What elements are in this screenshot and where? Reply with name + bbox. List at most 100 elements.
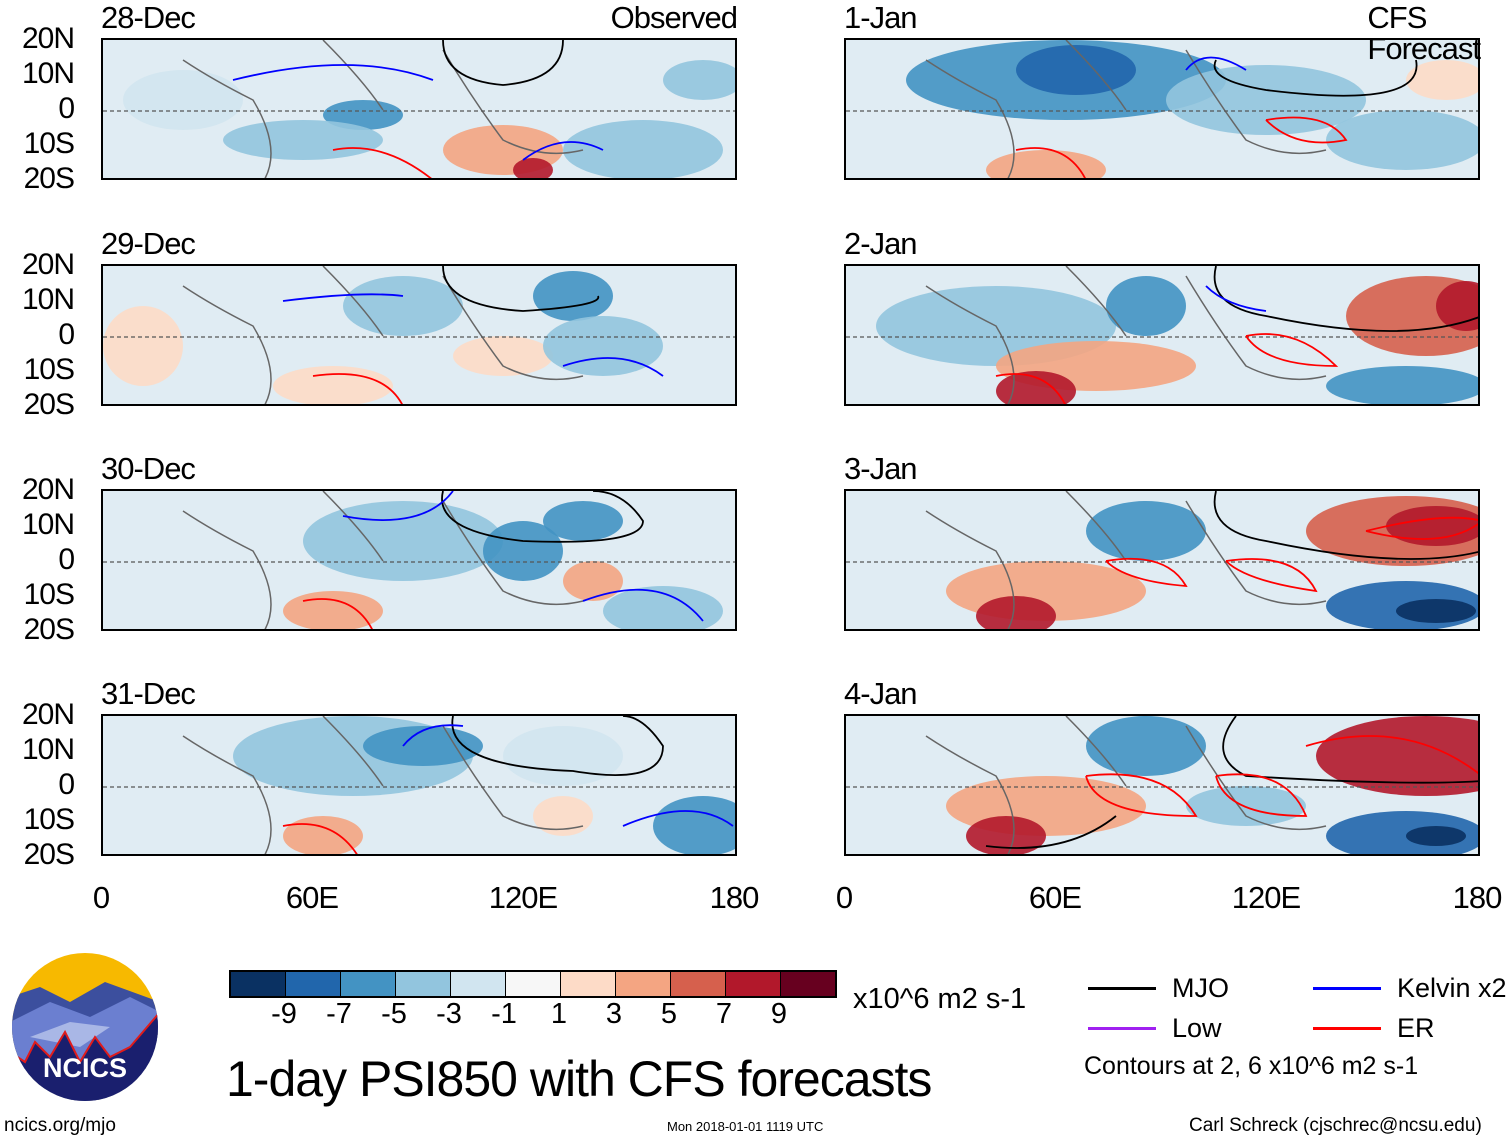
wave-contour [441, 491, 644, 543]
map-panel [844, 38, 1480, 180]
coastline [925, 266, 1327, 404]
colorbar-units: x10^6 m2 s-1 [853, 983, 1027, 1015]
colorbar-swatch [561, 972, 616, 996]
legend-swatch [1313, 1027, 1381, 1030]
footer-timestamp: Mon 2018-01-01 1119 UTC [667, 1119, 824, 1134]
wave-contour [342, 491, 454, 521]
field-anomaly [1106, 276, 1186, 336]
field-anomaly [283, 591, 383, 629]
field-anomaly [223, 120, 383, 160]
legend-note: Contours at 2, 6 x10^6 m2 s-1 [1084, 1052, 1419, 1080]
field-anomaly [996, 371, 1076, 404]
field-anomaly [273, 366, 393, 404]
lat-label: 10N [21, 733, 75, 766]
colorbar-label: -9 [271, 998, 297, 1030]
lat-label: 20S [23, 162, 75, 195]
psi850-field [103, 40, 735, 178]
colorbar-label: 3 [605, 998, 623, 1030]
ncics-logo: NCICS [12, 953, 158, 1101]
wave-contour [522, 141, 604, 161]
wave-contour [302, 598, 373, 629]
colorbar [229, 970, 837, 998]
field-anomaly [1396, 599, 1476, 623]
footer-url: ncics.org/mjo [4, 1115, 116, 1136]
field-anomaly [976, 596, 1056, 629]
colorbar-swatch [451, 972, 506, 996]
map-panel [101, 714, 737, 856]
psi850-field [846, 266, 1478, 404]
lat-label: 20S [23, 613, 75, 646]
colorbar-label: 7 [715, 998, 733, 1030]
observed-label: Observed [610, 0, 738, 35]
figure-title: 1-day PSI850 with CFS forecasts [226, 1051, 932, 1107]
colorbar-label: -7 [326, 998, 352, 1030]
panel-date: 28-Dec [101, 0, 196, 35]
wave-contour [332, 147, 432, 178]
lon-label: 180 [1452, 880, 1503, 915]
colorbar-swatch [781, 972, 835, 996]
lat-label: 20N [21, 22, 75, 55]
lat-label: 20S [23, 838, 75, 871]
panel-date: 29-Dec [101, 226, 196, 261]
field-anomaly [1166, 65, 1366, 135]
wave-contour [1085, 773, 1198, 817]
field-anomaly [363, 726, 483, 766]
field-anomaly [653, 796, 735, 854]
lat-label: 0 [58, 318, 75, 351]
colorbar-swatch [671, 972, 726, 996]
wave-contour [1105, 557, 1188, 588]
map-panel [101, 264, 737, 406]
field-anomaly [1386, 506, 1478, 546]
legend-swatch [1088, 987, 1156, 990]
colorbar-swatch [231, 972, 286, 996]
panel-date: 1-Jan [844, 0, 918, 35]
lat-label: 20N [21, 248, 75, 281]
legend-swatch [1088, 1027, 1156, 1030]
wave-contour [1225, 558, 1318, 593]
field-anomaly [513, 158, 553, 178]
psi850-field [846, 40, 1478, 178]
colorbar-label: 9 [770, 998, 788, 1030]
lat-label: 20N [21, 473, 75, 506]
wave-contour [442, 266, 600, 312]
lat-label: 0 [58, 543, 75, 576]
field-anomaly [603, 586, 723, 629]
coastline [182, 716, 584, 854]
map-panel [844, 489, 1480, 631]
footer-credit: Carl Schreck (cjschrec@ncsu.edu) [1189, 1115, 1482, 1136]
wave-contour [985, 815, 1117, 849]
panel-date: 30-Dec [101, 451, 196, 486]
wave-contour [1205, 285, 1267, 312]
lat-label: 10S [23, 353, 75, 386]
field-anomaly [1086, 716, 1206, 776]
lat-label: 10N [21, 57, 75, 90]
map-panel [101, 38, 737, 180]
field-anomaly [1186, 786, 1306, 826]
wave-contour [282, 823, 358, 854]
field-anomaly [1016, 45, 1136, 95]
legend-label: Kelvin x2 [1397, 973, 1507, 1003]
panel-date: 3-Jan [844, 451, 918, 486]
panel-date: 31-Dec [101, 676, 196, 711]
field-anomaly [1406, 826, 1466, 846]
field-anomaly [1326, 366, 1478, 404]
field-anomaly [1406, 60, 1478, 100]
wave-contour [1305, 735, 1478, 775]
wave-contour [1245, 333, 1339, 367]
colorbar-label: 5 [660, 998, 678, 1030]
coastline [182, 40, 584, 178]
lat-label: 0 [58, 768, 75, 801]
psi850-field [103, 491, 735, 629]
wave-contour [451, 716, 664, 776]
lat-label: 20S [23, 388, 75, 421]
field-anomaly [303, 501, 503, 581]
wave-contour [232, 64, 434, 81]
colorbar-label: -5 [381, 998, 407, 1030]
wave-contour [1265, 116, 1348, 144]
wave-contour [1213, 266, 1478, 332]
psi850-field [846, 491, 1478, 629]
legend-label: MJO [1172, 973, 1229, 1003]
field-anomaly [533, 271, 613, 321]
wave-contour [1015, 147, 1086, 178]
wave-contour [1185, 56, 1247, 71]
